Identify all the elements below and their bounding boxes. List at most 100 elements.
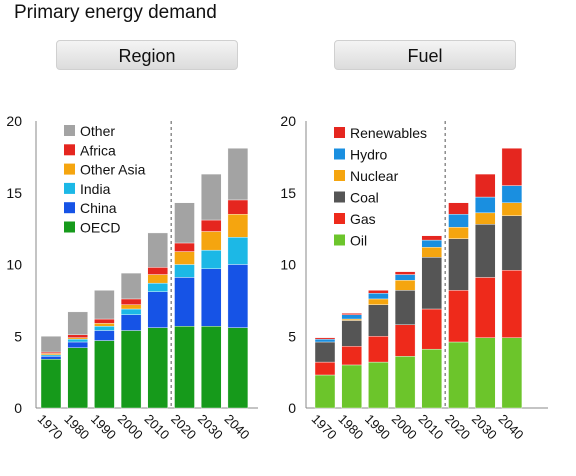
region-legend-label: India — [80, 181, 111, 197]
fuel-bar-hydro-2000 — [394, 274, 416, 281]
fuel-bar-coal-2010 — [421, 257, 442, 310]
region-bar-india-2040 — [227, 237, 249, 265]
region-y-tick-label: 20 — [6, 113, 22, 129]
fuel-x-tick-label: 2040 — [496, 411, 527, 442]
region-bar-oecd-1990 — [94, 340, 115, 409]
fuel-legend-swatch — [334, 213, 345, 224]
region-bar-other-asia-2040 — [227, 214, 249, 238]
fuel-bar-oil-2040 — [501, 337, 523, 409]
region-x-tick-label: 2000 — [115, 411, 146, 442]
region-bar-other-1970 — [40, 336, 62, 353]
region-bar-other-asia-2020 — [174, 251, 195, 265]
region-y-tick-label: 10 — [6, 257, 22, 273]
fuel-bar-gas-1970 — [314, 361, 336, 376]
region-legend-swatch — [64, 202, 75, 214]
fuel-bar-oil-2010 — [421, 348, 442, 409]
fuel-legend-label: Gas — [350, 211, 376, 227]
region-bar-oecd-2020 — [174, 326, 195, 409]
page-title: Primary energy demand — [14, 2, 217, 23]
fuel-bar-nuclear-1980 — [341, 318, 362, 321]
fuel-bar-gas-2010 — [421, 308, 442, 350]
fuel-bar-oil-2030 — [475, 337, 496, 409]
region-y-tick-label: 5 — [14, 328, 22, 344]
region-bar-africa-2010 — [147, 267, 169, 275]
fuel-bar-hydro-1990 — [368, 293, 389, 300]
fuel-bar-renewables-2000 — [394, 271, 416, 275]
fuel-x-tick-label: 2000 — [389, 411, 420, 442]
fuel-bar-gas-2030 — [475, 277, 496, 338]
fuel-legend-label: Hydro — [350, 147, 388, 163]
region-bar-india-2000 — [120, 308, 142, 315]
fuel-bar-hydro-2030 — [475, 196, 496, 214]
fuel-x-tick-label: 2030 — [469, 411, 500, 442]
region-bar-other-asia-2000 — [120, 304, 142, 310]
region-panel-title: Region — [56, 40, 238, 70]
fuel-bar-nuclear-2000 — [394, 280, 416, 291]
fuel-legend-swatch — [334, 234, 345, 246]
fuel-y-tick-label: 5 — [288, 328, 296, 344]
fuel-bar-gas-1980 — [341, 346, 362, 366]
region-legend-swatch — [64, 182, 75, 194]
region-bar-other-asia-1980 — [67, 337, 88, 340]
fuel-bar-renewables-1980 — [341, 313, 362, 315]
fuel-legend-swatch — [334, 191, 345, 203]
region-bar-oecd-1980 — [67, 347, 88, 409]
region-bar-other-asia-2030 — [200, 231, 222, 251]
region-bar-other-2010 — [147, 232, 169, 268]
fuel-bar-gas-2040 — [501, 270, 523, 338]
fuel-bar-hydro-1980 — [341, 314, 362, 320]
region-bar-india-1970 — [40, 354, 62, 357]
region-legend-label: Other — [80, 123, 115, 139]
region-bar-africa-2000 — [120, 298, 142, 305]
fuel-bar-hydro-2020 — [448, 214, 469, 228]
region-bar-india-2010 — [147, 282, 169, 292]
fuel-bar-nuclear-2030 — [475, 212, 496, 225]
fuel-bar-coal-1990 — [368, 304, 389, 337]
fuel-bar-oil-2000 — [394, 356, 416, 409]
fuel-bar-renewables-2010 — [421, 235, 442, 241]
region-legend-label: Africa — [80, 142, 116, 158]
fuel-bar-renewables-2030 — [475, 173, 496, 198]
fuel-bar-renewables-2020 — [448, 202, 469, 215]
fuel-bar-oil-1980 — [341, 364, 362, 409]
region-bar-other-asia-1990 — [94, 323, 115, 327]
region-x-tick-label: 2020 — [168, 411, 199, 442]
region-legend-label: Other Asia — [80, 162, 146, 178]
fuel-bar-hydro-2010 — [421, 239, 442, 248]
region-bar-other-1980 — [67, 311, 88, 336]
fuel-legend-swatch — [334, 170, 345, 181]
region-bar-oecd-1970 — [40, 359, 62, 409]
region-x-tick-label: 2040 — [222, 411, 253, 442]
region-bar-india-1990 — [94, 326, 115, 331]
fuel-legend-label: Oil — [350, 233, 367, 249]
fuel-x-tick-label: 2010 — [415, 411, 446, 442]
region-bar-africa-2020 — [174, 242, 195, 252]
fuel-y-tick-label: 0 — [288, 400, 296, 416]
fuel-bar-hydro-1970 — [314, 338, 336, 343]
fuel-bar-oil-2020 — [448, 341, 469, 409]
fuel-bar-gas-2020 — [448, 290, 469, 343]
region-x-tick-label: 1980 — [61, 411, 92, 442]
region-bar-africa-2040 — [227, 199, 249, 215]
region-bar-africa-1980 — [67, 334, 88, 338]
fuel-bar-gas-1990 — [368, 336, 389, 363]
region-bar-other-2030 — [200, 173, 222, 221]
region-bar-china-2010 — [147, 291, 169, 328]
region-bar-other-asia-2010 — [147, 274, 169, 284]
fuel-bar-coal-1980 — [341, 320, 362, 347]
fuel-x-tick-label: 1980 — [335, 411, 366, 442]
fuel-x-tick-label: 1970 — [309, 411, 340, 442]
fuel-legend-label: Nuclear — [350, 168, 399, 184]
region-bar-china-1980 — [67, 341, 88, 348]
fuel-bar-nuclear-1990 — [368, 298, 389, 305]
region-bar-africa-1970 — [40, 351, 62, 354]
region-bar-other-1990 — [94, 290, 115, 320]
fuel-bar-coal-2020 — [448, 238, 469, 291]
fuel-bar-coal-1970 — [314, 341, 336, 363]
region-y-tick-label: 0 — [14, 400, 22, 416]
region-bar-china-2020 — [174, 277, 195, 327]
region-bar-other-asia-1970 — [40, 353, 62, 356]
fuel-bar-renewables-2040 — [501, 148, 523, 186]
region-bar-china-1970 — [40, 356, 62, 360]
region-bar-china-2040 — [227, 264, 249, 328]
